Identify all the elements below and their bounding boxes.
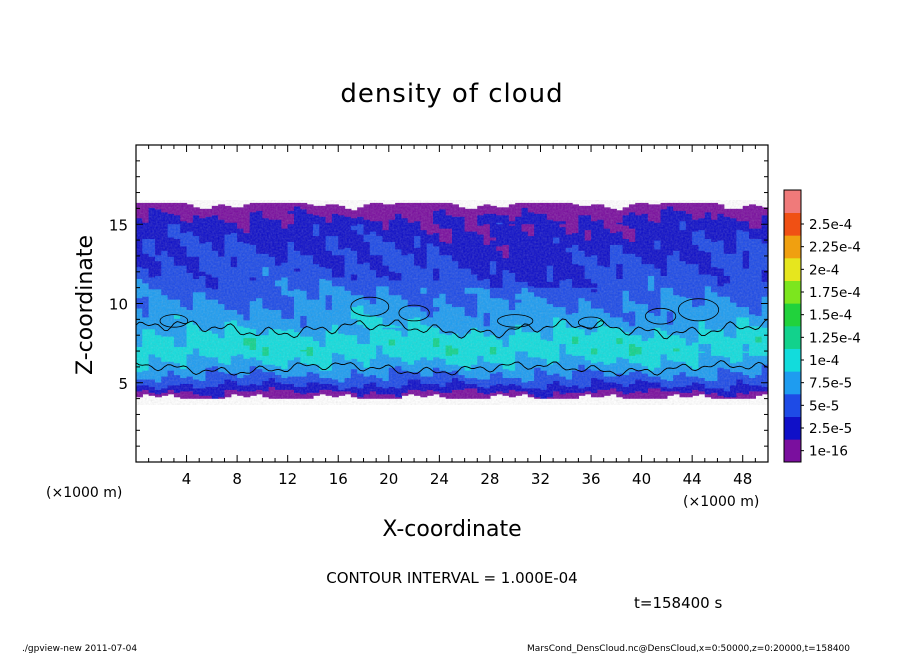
chart-title: density of cloud — [340, 79, 563, 109]
